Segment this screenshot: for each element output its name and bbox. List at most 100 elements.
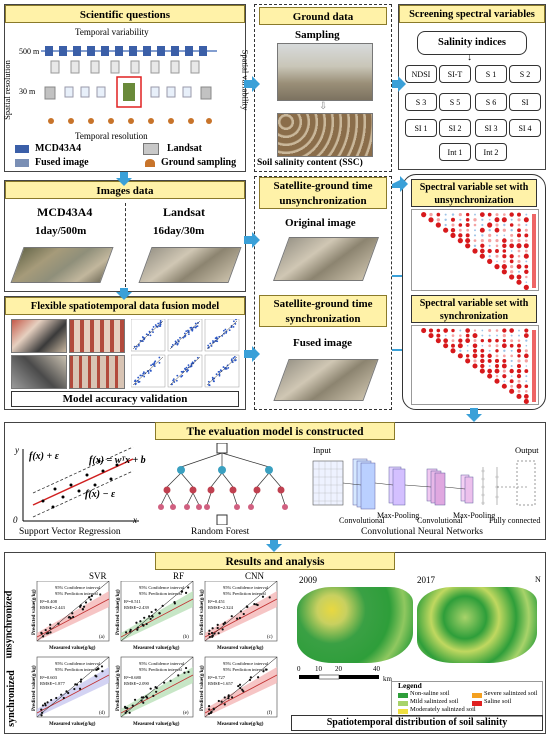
correlation-cell (495, 223, 499, 227)
result-point (43, 702, 47, 705)
correlation-cell (444, 334, 447, 337)
correlation-cell (473, 329, 477, 332)
correlation-cell (494, 378, 500, 384)
validation-fit-line (132, 356, 164, 386)
sync-correlation-chart (421, 328, 536, 404)
correlation-cell (488, 349, 491, 352)
result-point (177, 674, 180, 677)
correlation-cell (525, 223, 528, 227)
y-axis-label: Predicted value(g/kg) (32, 665, 37, 711)
result-point (242, 690, 245, 693)
correlation-cell (458, 223, 463, 227)
correlation-cell (487, 238, 492, 243)
correlation-cell (517, 212, 521, 217)
correlation-cell (480, 243, 485, 248)
correlation-cell (473, 239, 477, 242)
result-point (55, 696, 58, 700)
correlation-cell (465, 238, 471, 244)
correlation-cell (524, 359, 528, 363)
unsync-set-title: Spectral variable set with unsynchroniza… (411, 179, 537, 207)
validation-point (218, 374, 221, 377)
index-si1: SI 1 (405, 119, 437, 137)
validation-point (154, 324, 157, 326)
rmse-label: RMSE=2.324 (208, 605, 234, 610)
validation-point (170, 345, 173, 348)
correlation-cell (487, 222, 493, 228)
result-point (261, 595, 265, 598)
correlation-cell (509, 254, 514, 259)
index-s3: S 3 (405, 93, 437, 111)
validation-point (183, 335, 186, 338)
correlation-cell (480, 239, 484, 243)
landsat-legend-icon (143, 143, 159, 155)
result-point (40, 714, 43, 717)
correlation-cell (488, 228, 491, 232)
validation-point (228, 329, 231, 332)
validation-fit-line (132, 320, 164, 350)
correlation-cell (523, 394, 529, 399)
r2-label: R²=0.451 (208, 599, 225, 604)
fused-image-label: Fused image (293, 337, 352, 349)
result-point (161, 604, 164, 608)
correlation-cell (459, 329, 462, 332)
result-point (152, 694, 155, 697)
correlation-cell (509, 379, 514, 384)
sync-title: Satellite-ground time synchronization (259, 295, 387, 327)
result-point (44, 704, 47, 707)
correlation-cell (481, 234, 484, 237)
validation-point (171, 344, 174, 346)
validation-fit-line (206, 356, 238, 386)
correlation-cell (480, 363, 485, 369)
validation-point (145, 333, 148, 336)
validation-point (219, 369, 222, 372)
validation-point (211, 376, 214, 379)
result-point (223, 703, 226, 706)
validation-point (172, 378, 175, 380)
result-point (255, 603, 258, 606)
correlation-cell (523, 284, 529, 290)
correlation-cell (465, 222, 470, 228)
correlation-cell (495, 374, 499, 378)
result-point (139, 620, 142, 623)
result-point (253, 602, 256, 606)
result-point (217, 699, 220, 703)
correlation-cell (443, 343, 449, 349)
result-point (99, 593, 102, 596)
correlation-cell (503, 223, 506, 227)
distribution-box: Spatiotemporal distribution of soil sali… (291, 715, 543, 731)
result-point (208, 629, 211, 632)
r2-label: R²=0.408 (40, 599, 58, 604)
evaluation-panel: The evaluation model is constructed y x … (4, 422, 546, 540)
correlation-cell (473, 223, 477, 227)
result-point (154, 608, 157, 611)
images-divider (125, 203, 126, 287)
validation-point (152, 363, 155, 366)
validation-point (159, 323, 162, 326)
correlation-cell (481, 223, 484, 227)
correlation-cell (516, 233, 522, 238)
result-point (136, 626, 139, 629)
correlation-cell (466, 228, 470, 232)
correlation-cell (444, 223, 447, 227)
correlation-cell (509, 388, 515, 394)
svr-eq-center: f(x) = wᵀx + b (89, 455, 146, 466)
result-point (133, 698, 137, 701)
correlation-cell (496, 234, 498, 237)
validation-fit-line (169, 356, 201, 386)
correlation-cell (435, 338, 441, 344)
correlation-cell (525, 375, 528, 378)
validation-point (232, 320, 235, 323)
result-point (163, 681, 166, 684)
cnn-layer-fc: Fully connected (489, 516, 541, 525)
scale-tick-0: 0 (297, 665, 301, 673)
correlation-cell (451, 339, 455, 343)
cnn-input-label: Input (313, 445, 331, 455)
validation-point (176, 374, 179, 377)
result-point (81, 608, 85, 611)
fusion-image-3 (11, 355, 67, 389)
result-point (262, 670, 265, 673)
correlation-cell (517, 249, 521, 253)
correlation-cell (472, 333, 478, 339)
map-year-2009: 2009 (299, 575, 317, 585)
correlation-cell (502, 354, 506, 358)
